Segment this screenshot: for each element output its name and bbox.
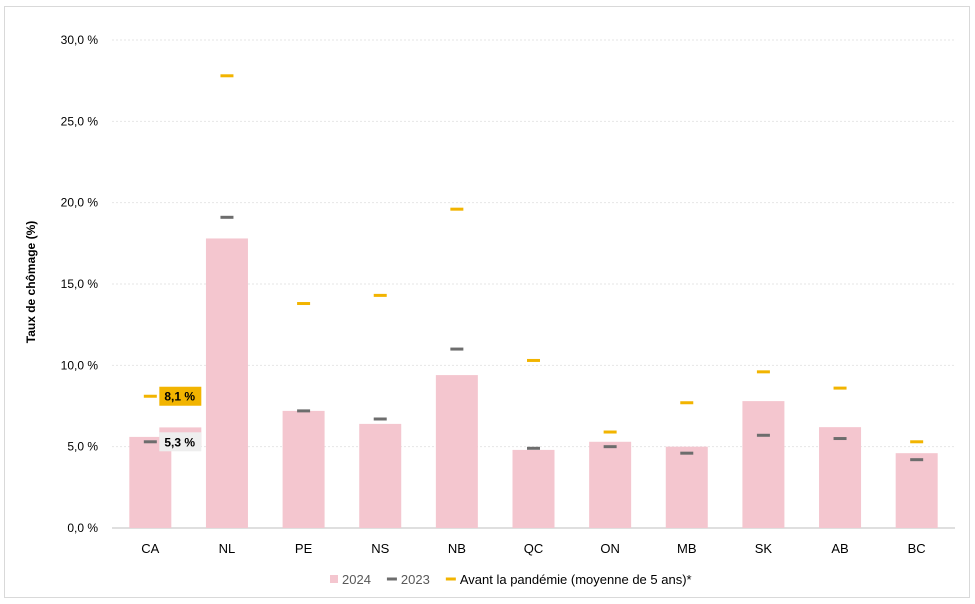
bar-nl [205, 238, 248, 528]
y-axis-label: Taux de chômage (%) [24, 221, 38, 343]
bar-ca [129, 436, 172, 528]
y-tick-label: 30,0 % [61, 33, 99, 47]
legend: 2024 2023 Avant la pandémie (moyenne de 5 … [330, 572, 692, 587]
bar-qc [512, 449, 555, 528]
x-tick-label: NL [219, 541, 236, 556]
data-label-box [159, 386, 202, 406]
bar-mb [665, 446, 708, 528]
data-label: 5,3 % [164, 435, 195, 449]
x-tick-label: SK [755, 541, 773, 556]
x-tick-label: MB [677, 541, 697, 556]
markers [143, 74, 924, 462]
data-label-box [159, 432, 202, 452]
x-tick-label: ON [600, 541, 620, 556]
x-axis-ticks: CA NL PE NS NB QC ON MB SK AB BC [141, 541, 925, 556]
legend-label: 2023 [401, 572, 430, 587]
bar-nb [435, 375, 478, 528]
data-label: 8,1 % [164, 390, 195, 404]
legend-label: Avant la pandémie (moyenne de 5 ans)* [460, 572, 692, 587]
bar-pe [282, 410, 325, 528]
x-tick-label: NS [371, 541, 389, 556]
grid-lines [112, 39, 955, 529]
y-tick-label: 10,0 % [61, 358, 99, 372]
chart-frame [4, 6, 970, 598]
x-tick-label: BC [908, 541, 926, 556]
x-tick-label: NB [448, 541, 466, 556]
bars-2024 [129, 238, 938, 528]
y-tick-label: 5,0 % [67, 440, 98, 454]
bar-bc [895, 453, 938, 528]
legend-swatch-2024 [330, 575, 338, 583]
legend-label: 2024 [342, 572, 371, 587]
annotations: 8,1 %5,6 %5,3 % [159, 386, 202, 452]
y-tick-label: 0,0 % [67, 521, 98, 535]
x-tick-label: CA [141, 541, 159, 556]
x-tick-label: QC [524, 541, 544, 556]
bar-ab [819, 427, 862, 528]
x-tick-label: AB [831, 541, 848, 556]
y-tick-label: 15,0 % [61, 277, 99, 291]
x-tick-label: PE [295, 541, 313, 556]
y-tick-label: 25,0 % [61, 114, 99, 128]
y-axis-ticks: 0,0 % 5,0 % 10,0 % 15,0 % 20,0 % 25,0 % 30,0 % [61, 33, 99, 535]
y-tick-label: 20,0 % [61, 196, 99, 210]
bar-on [589, 441, 632, 528]
bar-sk [742, 401, 785, 528]
bar-ns [359, 423, 402, 528]
